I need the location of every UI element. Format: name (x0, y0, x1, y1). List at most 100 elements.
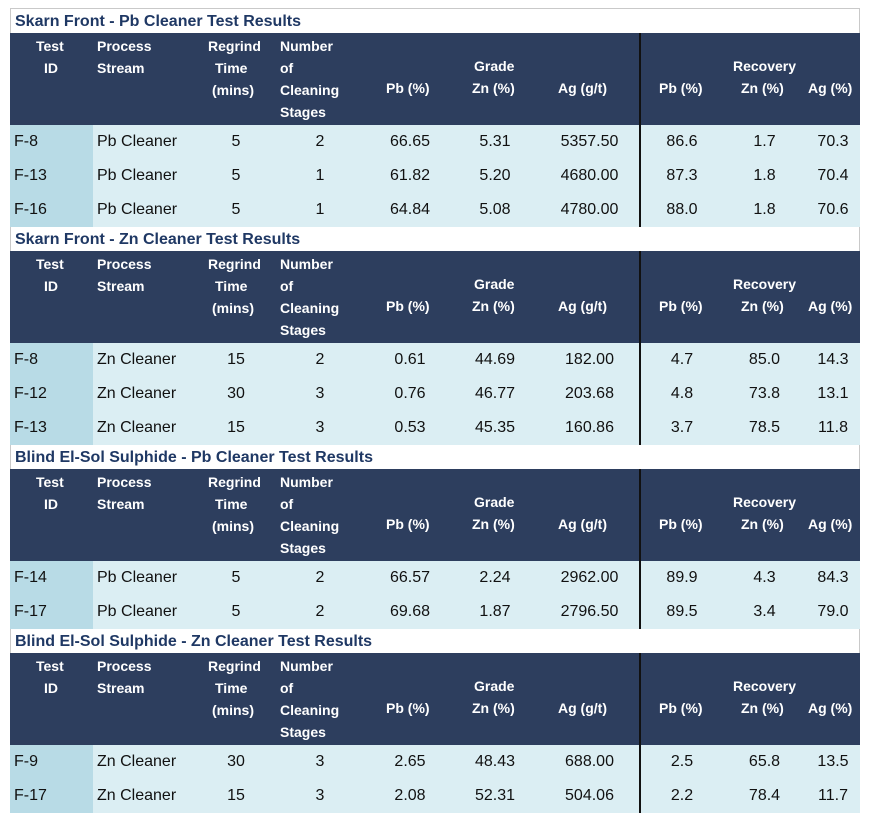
header-cleaning-label: Cleaning (280, 518, 340, 534)
header-pb-grade-cell: Pb (%) (370, 653, 450, 745)
zn-recovery-cell: 85.0 (723, 343, 806, 377)
pb-recovery-cell: 86.6 (639, 125, 723, 159)
header-recovery-group: Recovery (733, 678, 797, 694)
table-row: F-12 Zn Cleaner 30 3 0.76 46.77 203.68 4.8 73.8 1… (10, 377, 860, 411)
process-stream-cell: Pb Cleaner (93, 193, 202, 227)
cleaning-stages-cell: 3 (270, 411, 370, 445)
pb-grade-cell: 66.65 (370, 125, 450, 159)
header-stream-label: Stream (97, 680, 145, 696)
header-stream-label: Stream (97, 496, 145, 512)
process-stream-cell: Zn Cleaner (93, 343, 202, 377)
header-of-label: of (280, 60, 294, 76)
header-ag-recovery: Ag (%) (808, 700, 853, 716)
cleaning-stages-cell: 2 (270, 343, 370, 377)
header-cleaning-label: Cleaning (280, 300, 340, 316)
header-process-stream: Process Stream (93, 33, 202, 125)
header-pb-recovery: Pb (%) (659, 298, 703, 314)
section-title: Blind El-Sol Sulphide - Pb Cleaner Test … (10, 445, 860, 469)
header-number-label: Number (280, 38, 333, 54)
header-stages-label: Stages (280, 322, 326, 338)
pb-grade-cell: 2.65 (370, 745, 450, 779)
results-table: Test ID Process Stream Regrind Time (mins) Numb… (10, 33, 860, 227)
header-test-id: Test ID (10, 653, 93, 745)
process-stream-cell: Zn Cleaner (93, 779, 202, 813)
header-test-id: Test ID (10, 251, 93, 343)
header-zn-grade-cell: Grade Zn (%) (450, 653, 540, 745)
zn-recovery-cell: 3.4 (723, 595, 806, 629)
ag-recovery-cell: 13.1 (806, 377, 860, 411)
ag-recovery-cell: 70.6 (806, 193, 860, 227)
header-zn-recovery: Zn (%) (741, 298, 784, 314)
ag-grade-cell: 688.00 (540, 745, 640, 779)
header-process-label: Process (97, 474, 152, 490)
header-ag-grade-cell: Ag (g/t) (540, 251, 640, 343)
regrind-time-cell: 15 (202, 343, 270, 377)
header-cleaning-label: Cleaning (280, 82, 340, 98)
header-ag-grade-cell: Ag (g/t) (540, 33, 640, 125)
header-ag-grade: Ag (g/t) (558, 298, 607, 314)
header-regrind-label: Regrind (208, 38, 261, 54)
header-cleaning-label: Cleaning (280, 702, 340, 718)
header-test-id: Test ID (10, 469, 93, 561)
zn-recovery-cell: 78.5 (723, 411, 806, 445)
section-title: Blind El-Sol Sulphide - Zn Cleaner Test … (10, 629, 860, 653)
test-id-cell: F-17 (10, 779, 93, 813)
zn-grade-cell: 5.31 (450, 125, 540, 159)
header-grade-group: Grade (474, 276, 515, 292)
header-regrind-time: Regrind Time (mins) (202, 33, 270, 125)
header-row: Test ID Process Stream Regrind Time (mins) Numb… (10, 251, 860, 343)
header-pb-recovery: Pb (%) (659, 80, 703, 96)
pb-recovery-cell: 89.5 (639, 595, 723, 629)
pb-grade-cell: 0.61 (370, 343, 450, 377)
table-row: F-8 Pb Cleaner 5 2 66.65 5.31 5357.50 86.6 1.7 70… (10, 125, 860, 159)
header-regrind-label: Regrind (208, 256, 261, 272)
process-stream-cell: Pb Cleaner (93, 595, 202, 629)
header-zn-grade: Zn (%) (472, 516, 515, 532)
pb-grade-cell: 69.68 (370, 595, 450, 629)
header-pb-grade-cell: Pb (%) (370, 251, 450, 343)
header-regrind-time: Regrind Time (mins) (202, 469, 270, 561)
process-stream-cell: Pb Cleaner (93, 125, 202, 159)
ag-grade-cell: 160.86 (540, 411, 640, 445)
zn-recovery-cell: 4.3 (723, 561, 806, 595)
cleaning-stages-cell: 1 (270, 159, 370, 193)
header-mins-label: (mins) (212, 518, 254, 534)
header-process-stream: Process Stream (93, 251, 202, 343)
header-pb-grade: Pb (%) (386, 700, 430, 716)
header-zn-recovery: Zn (%) (741, 80, 784, 96)
header-zn-grade-cell: Grade Zn (%) (450, 251, 540, 343)
ag-grade-cell: 5357.50 (540, 125, 640, 159)
test-id-cell: F-13 (10, 159, 93, 193)
header-regrind-time: Regrind Time (mins) (202, 653, 270, 745)
zn-recovery-cell: 1.8 (723, 159, 806, 193)
ag-grade-cell: 2962.00 (540, 561, 640, 595)
ag-recovery-cell: 11.7 (806, 779, 860, 813)
process-stream-cell: Zn Cleaner (93, 745, 202, 779)
test-id-cell: F-14 (10, 561, 93, 595)
ag-grade-cell: 504.06 (540, 779, 640, 813)
zn-grade-cell: 1.87 (450, 595, 540, 629)
ag-grade-cell: 4680.00 (540, 159, 640, 193)
regrind-time-cell: 5 (202, 193, 270, 227)
zn-grade-cell: 52.31 (450, 779, 540, 813)
header-test-label: Test (36, 256, 64, 272)
results-table: Test ID Process Stream Regrind Time (mins) Numb… (10, 653, 860, 813)
header-ag-grade-cell: Ag (g/t) (540, 653, 640, 745)
header-number-label: Number (280, 256, 333, 272)
results-table: Test ID Process Stream Regrind Time (mins) Numb… (10, 469, 860, 629)
header-pb-recovery-cell: Pb (%) (639, 33, 723, 125)
header-row: Test ID Process Stream Regrind Time (mins) Numb… (10, 469, 860, 561)
header-zn-recovery-cell: Recovery Zn (%) (723, 653, 806, 745)
header-zn-grade: Zn (%) (472, 80, 515, 96)
zn-recovery-cell: 73.8 (723, 377, 806, 411)
header-pb-grade: Pb (%) (386, 80, 430, 96)
zn-recovery-cell: 1.8 (723, 193, 806, 227)
test-id-cell: F-9 (10, 745, 93, 779)
header-mins-label: (mins) (212, 702, 254, 718)
test-id-cell: F-8 (10, 125, 93, 159)
header-pb-grade-cell: Pb (%) (370, 469, 450, 561)
pb-recovery-cell: 87.3 (639, 159, 723, 193)
pb-grade-cell: 61.82 (370, 159, 450, 193)
ag-grade-cell: 182.00 (540, 343, 640, 377)
header-of-label: of (280, 278, 294, 294)
